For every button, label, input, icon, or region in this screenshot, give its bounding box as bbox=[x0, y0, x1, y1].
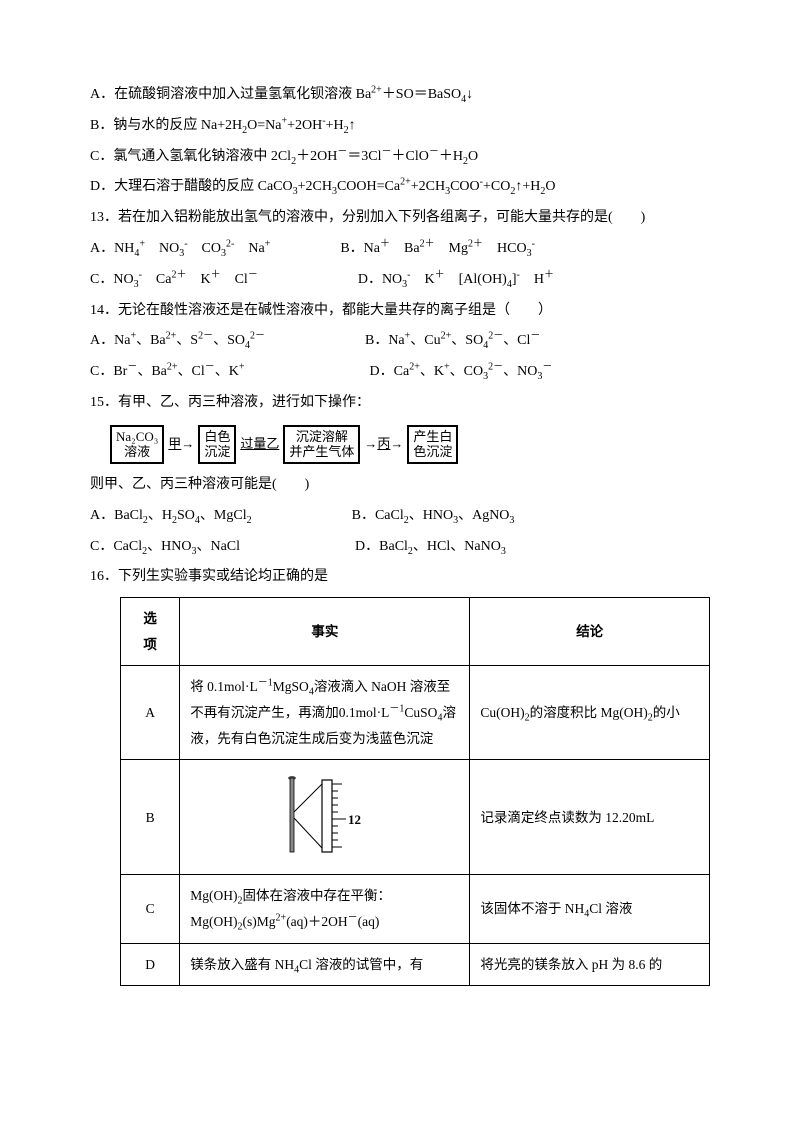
row-b-burette-diagram: 12 bbox=[180, 760, 470, 875]
row-c-concl: 该固体不溶于 NH4Cl 溶液 bbox=[470, 875, 710, 943]
q15-stem: 15．有甲、乙、丙三种溶液，进行如下操作： bbox=[90, 388, 710, 419]
table-header: 选 项 事实 结论 bbox=[121, 598, 710, 666]
flow-arrow-bing: →丙→ bbox=[364, 430, 403, 459]
q13-option-c: C．NO3- Ca2＋ K＋ Cl－ bbox=[90, 265, 258, 296]
flow-node-dissolve: 沉淀溶解 并产生气体 bbox=[283, 425, 360, 464]
q13-option-b: B．Na＋ Ba2＋ Mg2＋ HCO3- bbox=[340, 234, 535, 265]
q15-tail: 则甲、乙、丙三种溶液可能是( ) bbox=[90, 470, 710, 501]
ion-eq-option-c: C．氯气通入氢氧化钠溶液中 2Cl2＋2OH－＝3Cl－＋ClO－＋H2O bbox=[90, 142, 710, 173]
table-row: B bbox=[121, 760, 710, 875]
th-conclusion: 结论 bbox=[470, 598, 710, 666]
row-key: D bbox=[121, 943, 180, 986]
burette-label-12: 12 bbox=[348, 812, 361, 827]
row-c-fact: Mg(OH)2固体在溶液中存在平衡：Mg(OH)2(s)Mg2+(aq)＋2OH… bbox=[180, 875, 470, 943]
table-row: A 将 0.1mol·L－1MgSO4溶液滴入 NaOH 溶液至不再有沉淀产生，… bbox=[121, 666, 710, 760]
row-key: C bbox=[121, 875, 180, 943]
q13-option-a: A．NH4+ NO3- CO32- Na+ bbox=[90, 234, 270, 265]
table-row: C Mg(OH)2固体在溶液中存在平衡：Mg(OH)2(s)Mg2+(aq)＋2… bbox=[121, 875, 710, 943]
flow-arrow-yi: 过量乙 bbox=[240, 430, 279, 459]
q16-table: 选 项 事实 结论 A 将 0.1mol·L－1MgSO4溶液滴入 NaOH 溶… bbox=[120, 597, 710, 986]
flow-arrow-jia: 甲→ bbox=[168, 430, 194, 459]
row-d-fact: 镁条放入盛有 NH4Cl 溶液的试管中，有 bbox=[180, 943, 470, 986]
q14-option-a: A．Na+、Ba2+、S2－、SO42－ bbox=[90, 326, 265, 357]
q16-stem: 16．下列生实验事实或结论均正确的是 bbox=[90, 562, 710, 593]
q15-option-c: C．CaCl2、HNO3、NaCl bbox=[90, 532, 240, 563]
row-key: A bbox=[121, 666, 180, 760]
q13-stem: 13．若在加入铝粉能放出氢气的溶液中，分别加入下列各组离子，可能大量共存的是( … bbox=[90, 203, 710, 234]
q14-stem: 14．无论在酸性溶液还是在碱性溶液中，都能大量共存的离子组是（ ） bbox=[90, 296, 710, 327]
flow-node-na2co3: Na₂CO₃ 溶液 bbox=[110, 425, 164, 464]
flow-node-white-ppt2: 产生白 色沉淀 bbox=[407, 425, 458, 464]
row-b-concl: 记录滴定终点读数为 12.20mL bbox=[470, 760, 710, 875]
flow-node-white-ppt: 白色 沉淀 bbox=[198, 425, 236, 464]
q14-option-b: B．Na+、Cu2+、SO42－、Cl－ bbox=[365, 326, 540, 357]
q15-option-b: B．CaCl2、HNO3、AgNO3 bbox=[352, 501, 515, 532]
q15-option-a: A．BaCl2、H2SO4、MgCl2 bbox=[90, 501, 252, 532]
q13-option-d: D．NO3- K＋ [Al(OH)4]- H＋ bbox=[358, 265, 554, 296]
ion-eq-option-a: A．在硫酸铜溶液中加入过量氢氧化钡溶液 Ba2+＋SO＝BaSO4↓ bbox=[90, 80, 710, 111]
ion-eq-option-b: B．钠与水的反应 Na+2H2O=Na++2OH-+H2↑ bbox=[90, 111, 710, 142]
th-option: 选 项 bbox=[121, 598, 180, 666]
q15-flowchart: Na₂CO₃ 溶液 甲→ 白色 沉淀 过量乙 沉淀溶解 并产生气体 →丙→ 产生… bbox=[110, 425, 710, 464]
row-key: B bbox=[121, 760, 180, 875]
q14-option-c: C．Br－、Ba2+、Cl－、K+ bbox=[90, 357, 245, 388]
row-d-concl: 将光亮的镁条放入 pH 为 8.6 的 bbox=[470, 943, 710, 986]
row-a-fact: 将 0.1mol·L－1MgSO4溶液滴入 NaOH 溶液至不再有沉淀产生，再滴… bbox=[180, 666, 470, 760]
th-fact: 事实 bbox=[180, 598, 470, 666]
ion-eq-option-d: D．大理石溶于醋酸的反应 CaCO3+2CH3COOH=Ca2++2CH3COO… bbox=[90, 172, 710, 203]
row-a-concl: Cu(OH)2的溶度积比 Mg(OH)2的小 bbox=[470, 666, 710, 760]
q14-option-d: D．Ca2+、K+、CO32－、NO3－ bbox=[370, 357, 553, 388]
q15-option-d: D．BaCl2、HCl、NaNO3 bbox=[355, 532, 506, 563]
table-row: D 镁条放入盛有 NH4Cl 溶液的试管中，有 将光亮的镁条放入 pH 为 8.… bbox=[121, 943, 710, 986]
